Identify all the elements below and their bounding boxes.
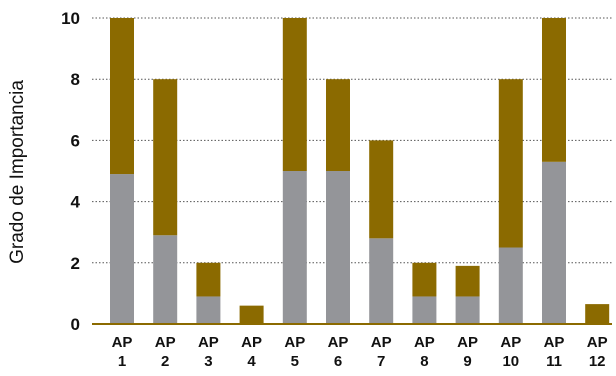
y-tick-label: 10 — [61, 9, 80, 28]
bar-segment — [239, 305, 264, 324]
bar-segment — [455, 265, 480, 297]
y-tick-labels: 0 2 4 6 8 10 — [61, 9, 80, 334]
bar-segment — [196, 296, 221, 324]
y-tick-label: 2 — [71, 254, 80, 273]
x-category-label: AP 3 — [198, 334, 219, 370]
bar-segment — [153, 235, 178, 324]
bar-segment — [585, 304, 610, 324]
x-category-label: AP 12 — [587, 334, 608, 370]
x-category-labels: AP 1 AP 2 AP 3 AP 4 AP 5 AP 6 AP 7 AP 8 AP 9 AP 10 AP 11 AP 12 — [112, 334, 608, 370]
bar-segment — [326, 79, 350, 171]
bar-segment — [369, 238, 394, 324]
x-category-label: AP 8 — [414, 334, 435, 370]
x-category-label: AP 11 — [544, 334, 565, 370]
x-category-label: AP 9 — [457, 334, 478, 370]
x-category-label: AP 4 — [241, 334, 262, 370]
x-category-label: AP 6 — [328, 334, 349, 370]
x-category-label: AP 1 — [112, 334, 133, 370]
y-tick-label: 0 — [71, 315, 80, 334]
bar-segment — [196, 262, 221, 297]
bar-segment — [326, 171, 350, 324]
x-category-label: AP 2 — [155, 334, 176, 370]
x-category-label: AP 10 — [500, 334, 521, 370]
bar-segment — [455, 296, 480, 324]
bar-segment — [153, 79, 178, 236]
bar-segment — [369, 140, 394, 239]
y-tick-label: 6 — [71, 131, 80, 150]
bar-segment — [412, 296, 437, 324]
x-category-label: AP 5 — [284, 334, 305, 370]
y-axis-title: Grado de Importancia — [7, 80, 28, 264]
bar-segment — [542, 161, 566, 324]
bar-group — [110, 18, 610, 324]
bar-segment — [542, 18, 566, 162]
bar-segment — [498, 79, 523, 248]
y-tick-label: 8 — [71, 70, 80, 89]
bar-segment — [110, 18, 134, 175]
x-category-label: AP 7 — [371, 334, 392, 370]
y-tick-label: 4 — [71, 193, 81, 212]
bar-segment — [110, 174, 134, 324]
bar-segment — [412, 262, 437, 297]
bar-segment — [282, 18, 307, 171]
grid-lines — [92, 17, 612, 264]
bar-segment — [282, 171, 307, 324]
bar-segment — [498, 247, 523, 324]
